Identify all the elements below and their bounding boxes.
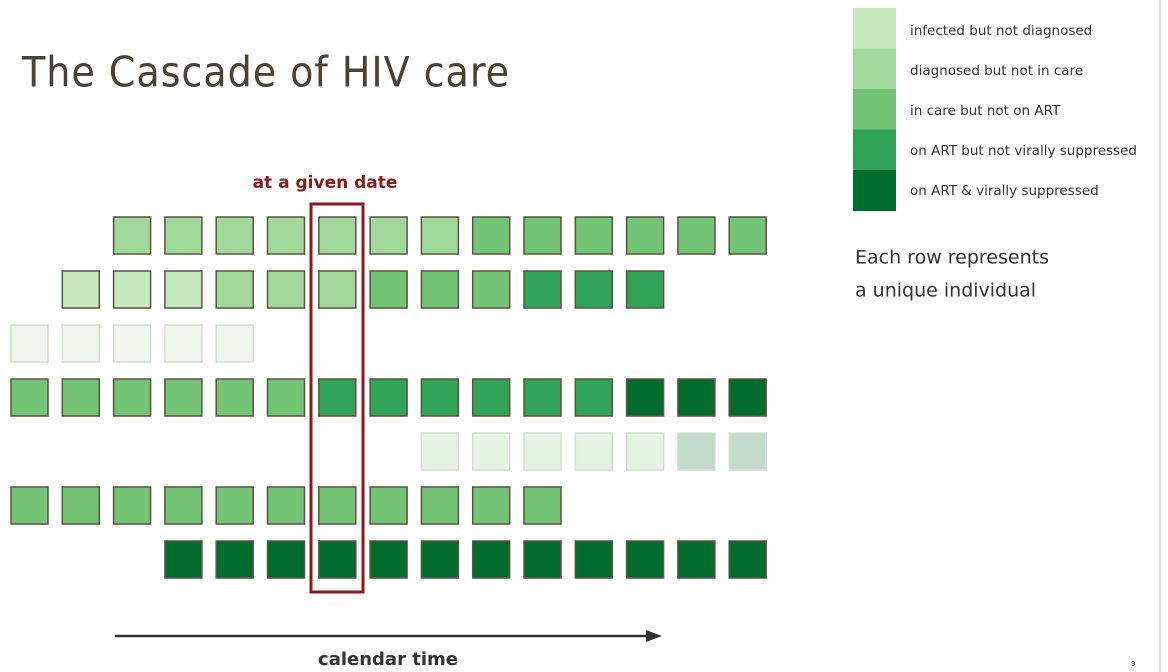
state-square <box>728 540 767 579</box>
state-square <box>215 486 254 525</box>
state-square <box>318 540 357 579</box>
legend-label: infected but not diagnosed <box>910 23 1092 39</box>
state-square <box>420 486 460 525</box>
legend-label: on ART & virally suppressed <box>910 183 1099 199</box>
state-square <box>318 216 357 255</box>
legend: infected but not diagnosed diagnosed but … <box>853 8 1137 211</box>
state-square <box>10 324 49 363</box>
state-square <box>728 432 767 471</box>
state-square <box>369 486 408 525</box>
state-square <box>471 270 511 309</box>
state-square <box>318 378 357 417</box>
state-square <box>471 540 511 579</box>
state-square <box>471 216 511 255</box>
note-line: Each row represents <box>855 247 1049 269</box>
state-square <box>10 486 49 525</box>
state-square <box>471 378 511 417</box>
state-square <box>164 324 203 363</box>
date-highlight <box>309 202 365 594</box>
state-square <box>369 216 408 255</box>
state-square <box>215 216 254 255</box>
page-number: 9 <box>1131 660 1135 668</box>
legend-label: diagnosed but not in care <box>910 63 1083 79</box>
state-square <box>215 540 254 579</box>
state-square <box>318 486 357 525</box>
state-square <box>61 270 101 309</box>
state-square <box>677 540 716 579</box>
state-square <box>164 216 203 255</box>
state-square <box>266 540 306 579</box>
legend-swatch <box>853 129 896 171</box>
state-square <box>112 378 152 417</box>
state-square <box>471 486 511 525</box>
state-square <box>574 432 614 471</box>
axis-label: calendar time <box>318 649 458 670</box>
state-square <box>369 378 408 417</box>
state-square <box>574 270 614 309</box>
state-square <box>625 378 665 417</box>
state-square <box>112 486 152 525</box>
cascade-grid <box>10 216 767 579</box>
legend-swatch <box>853 48 896 90</box>
slide-title: The Cascade of HIV care <box>21 48 510 97</box>
state-square <box>266 216 306 255</box>
legend-swatch <box>853 8 896 49</box>
date-annotation: at a given date <box>253 173 398 193</box>
state-square <box>369 270 408 309</box>
state-square <box>728 378 767 417</box>
state-square <box>523 270 562 309</box>
state-square <box>112 216 152 255</box>
state-square <box>677 378 716 417</box>
state-square <box>523 540 562 579</box>
state-square <box>164 486 203 525</box>
state-square <box>61 378 101 417</box>
state-square <box>625 216 665 255</box>
state-square <box>677 216 716 255</box>
state-square <box>523 486 562 525</box>
state-square <box>266 378 306 417</box>
state-square <box>215 270 254 309</box>
state-square <box>574 540 614 579</box>
state-square <box>420 270 460 309</box>
state-square <box>625 540 665 579</box>
state-square <box>164 378 203 417</box>
state-square <box>112 270 152 309</box>
state-square <box>574 216 614 255</box>
state-square <box>523 378 562 417</box>
state-square <box>574 378 614 417</box>
state-square <box>420 432 460 471</box>
state-square <box>266 486 306 525</box>
state-square <box>523 432 562 471</box>
note-line: a unique individual <box>855 280 1036 302</box>
state-square <box>369 540 408 579</box>
state-square <box>728 216 767 255</box>
state-square <box>677 432 716 471</box>
state-square <box>471 432 511 471</box>
state-square <box>112 324 152 363</box>
legend-label: on ART but not virally suppressed <box>910 143 1137 159</box>
state-square <box>625 270 665 309</box>
state-square <box>420 378 460 417</box>
legend-swatch <box>853 89 896 130</box>
state-square <box>318 270 357 309</box>
legend-swatch <box>853 170 896 211</box>
state-square <box>420 216 460 255</box>
state-square <box>10 378 49 417</box>
state-square <box>523 216 562 255</box>
state-square <box>61 486 101 525</box>
state-square <box>164 270 203 309</box>
state-square <box>215 378 254 417</box>
state-square <box>266 270 306 309</box>
legend-label: in care but not on ART <box>910 103 1061 119</box>
state-square <box>61 324 101 363</box>
state-square <box>164 540 203 579</box>
state-square <box>625 432 665 471</box>
state-square <box>420 540 460 579</box>
arrow-head <box>646 630 662 642</box>
state-square <box>215 324 254 363</box>
